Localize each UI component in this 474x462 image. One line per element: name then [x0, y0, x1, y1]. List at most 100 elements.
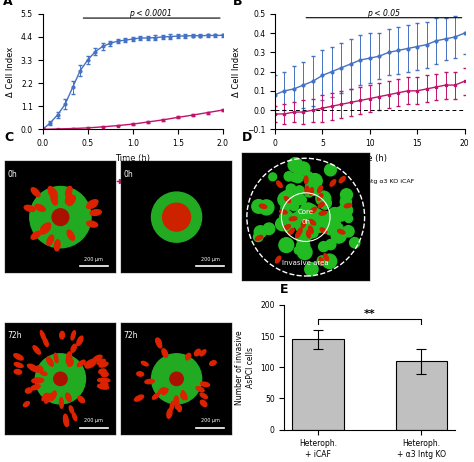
Circle shape	[254, 232, 263, 242]
Circle shape	[304, 229, 314, 239]
Text: 200 μm: 200 μm	[201, 256, 219, 261]
Ellipse shape	[301, 220, 306, 228]
Ellipse shape	[101, 382, 108, 387]
Ellipse shape	[98, 384, 109, 389]
Ellipse shape	[40, 371, 47, 375]
Ellipse shape	[40, 225, 49, 234]
Ellipse shape	[101, 372, 108, 377]
Text: C: C	[5, 131, 14, 144]
Circle shape	[305, 262, 318, 276]
Ellipse shape	[174, 396, 179, 404]
Legend: iCAF, Intg α3 KO iCAF: iCAF, Intg α3 KO iCAF	[86, 176, 180, 186]
Ellipse shape	[29, 367, 40, 372]
Ellipse shape	[167, 408, 172, 418]
Circle shape	[302, 203, 314, 215]
Y-axis label: Number of invasive
AsPCI cells: Number of invasive AsPCI cells	[235, 330, 255, 405]
Ellipse shape	[319, 211, 327, 215]
Ellipse shape	[200, 350, 206, 356]
Ellipse shape	[68, 359, 73, 366]
Ellipse shape	[318, 202, 325, 207]
Circle shape	[327, 213, 339, 225]
Circle shape	[327, 216, 340, 229]
Circle shape	[308, 174, 322, 188]
Circle shape	[152, 192, 201, 242]
Ellipse shape	[14, 363, 23, 367]
Text: Invasive area: Invasive area	[283, 260, 329, 266]
Circle shape	[292, 161, 302, 172]
Ellipse shape	[24, 205, 35, 212]
Ellipse shape	[309, 219, 316, 225]
Ellipse shape	[36, 366, 43, 371]
Ellipse shape	[31, 231, 41, 239]
Text: 72h: 72h	[124, 332, 138, 340]
Text: Core: Core	[298, 209, 314, 215]
Ellipse shape	[309, 226, 313, 233]
Circle shape	[297, 239, 310, 252]
Text: p < 0.05: p < 0.05	[367, 9, 401, 18]
Ellipse shape	[98, 378, 110, 382]
Circle shape	[326, 239, 336, 249]
Text: p < 0.0001: p < 0.0001	[129, 8, 172, 18]
Circle shape	[345, 214, 353, 223]
Circle shape	[296, 230, 310, 244]
Circle shape	[284, 224, 293, 232]
Ellipse shape	[90, 210, 101, 215]
Circle shape	[284, 172, 293, 181]
Circle shape	[334, 207, 348, 221]
Ellipse shape	[99, 362, 108, 367]
Text: A: A	[3, 0, 13, 7]
Circle shape	[297, 163, 309, 173]
Ellipse shape	[66, 355, 72, 364]
Ellipse shape	[45, 394, 52, 403]
X-axis label: Time (h): Time (h)	[352, 154, 387, 163]
Ellipse shape	[67, 352, 72, 359]
Ellipse shape	[87, 202, 97, 208]
Circle shape	[349, 237, 360, 248]
Circle shape	[295, 186, 304, 195]
Ellipse shape	[181, 393, 185, 400]
Ellipse shape	[65, 186, 72, 197]
Ellipse shape	[310, 207, 317, 213]
Circle shape	[305, 210, 319, 224]
Circle shape	[286, 184, 296, 194]
Ellipse shape	[60, 398, 64, 408]
Ellipse shape	[196, 387, 204, 392]
Ellipse shape	[318, 186, 322, 193]
Ellipse shape	[255, 236, 263, 240]
Ellipse shape	[65, 419, 69, 426]
Ellipse shape	[88, 200, 98, 207]
Circle shape	[254, 226, 266, 238]
Circle shape	[308, 183, 320, 195]
Ellipse shape	[201, 400, 207, 407]
Circle shape	[295, 219, 305, 229]
Ellipse shape	[78, 396, 84, 403]
Ellipse shape	[259, 204, 267, 208]
Circle shape	[309, 229, 318, 237]
Ellipse shape	[32, 378, 44, 383]
Ellipse shape	[52, 392, 56, 399]
Ellipse shape	[283, 225, 291, 230]
Circle shape	[328, 207, 340, 219]
Text: 200 μm: 200 μm	[84, 256, 103, 261]
Circle shape	[307, 181, 314, 188]
Text: 200 μm: 200 μm	[201, 418, 219, 423]
Circle shape	[305, 188, 313, 197]
Circle shape	[319, 242, 328, 252]
Ellipse shape	[35, 204, 45, 211]
Ellipse shape	[145, 379, 155, 384]
Text: 0h: 0h	[8, 170, 17, 179]
Circle shape	[303, 207, 315, 217]
Text: E: E	[280, 283, 288, 296]
Circle shape	[332, 229, 345, 242]
Circle shape	[301, 204, 312, 216]
Ellipse shape	[194, 349, 201, 356]
Ellipse shape	[280, 210, 287, 214]
Ellipse shape	[182, 391, 187, 400]
Circle shape	[290, 213, 304, 226]
Circle shape	[303, 207, 313, 217]
Ellipse shape	[41, 225, 50, 234]
Text: 0h: 0h	[124, 170, 133, 179]
Circle shape	[281, 203, 290, 212]
Ellipse shape	[50, 391, 56, 401]
Ellipse shape	[14, 370, 22, 374]
